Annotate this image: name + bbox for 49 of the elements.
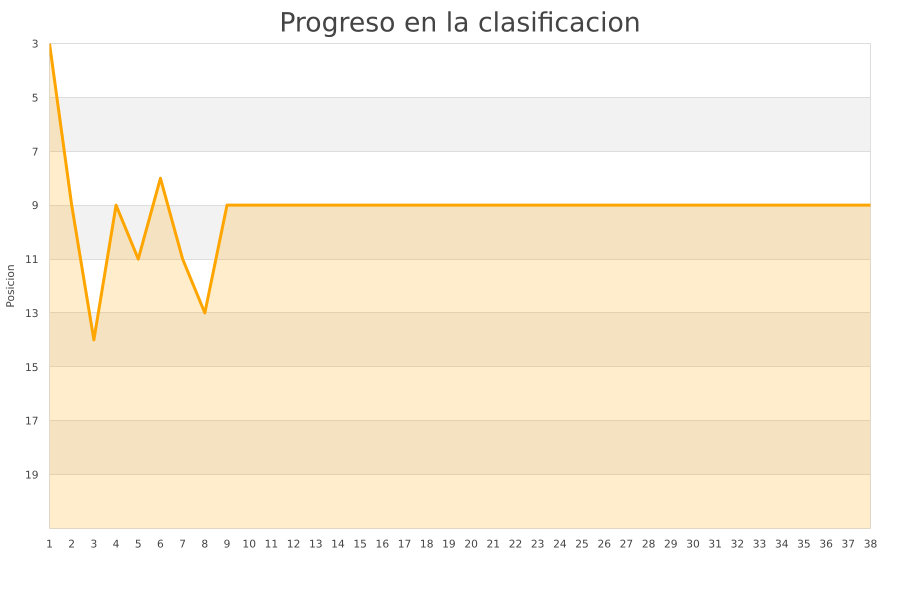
x-tick-label: 8 (201, 538, 208, 550)
x-tick-label: 15 (353, 538, 367, 550)
chart-title: Progreso en la clasificacion (279, 8, 641, 38)
x-tick-label: 11 (264, 538, 278, 550)
x-tick-label: 33 (752, 538, 766, 550)
x-tick-label: 1 (46, 538, 53, 550)
x-tick-label: 6 (157, 538, 164, 550)
x-tick-label: 30 (686, 538, 700, 550)
y-axis-title: Posicion (4, 264, 17, 308)
y-tick-label: 19 (24, 468, 39, 482)
y-tick-label: 13 (24, 306, 39, 320)
x-tick-label: 22 (508, 538, 522, 550)
x-tick-label: 24 (553, 538, 567, 550)
x-tick-label: 31 (708, 538, 722, 550)
x-tick-label: 32 (730, 538, 744, 550)
x-tick-label: 18 (420, 538, 434, 550)
x-tick-label: 12 (286, 538, 300, 550)
y-tick-label: 15 (24, 360, 39, 374)
x-tick-label: 14 (331, 538, 345, 550)
y-tick-label: 5 (32, 91, 38, 104)
x-tick-label: 7 (179, 538, 186, 550)
x-tick-label: 36 (819, 538, 834, 550)
x-tick-label: 26 (597, 538, 612, 550)
x-tick-label: 4 (112, 538, 120, 550)
x-tick-label: 34 (774, 538, 789, 550)
x-tick-label: 35 (797, 538, 811, 550)
x-tick-label: 13 (308, 538, 323, 550)
y-tick-label: 7 (32, 145, 38, 158)
x-tick-label: 2 (68, 538, 76, 550)
x-tick-label: 16 (376, 538, 390, 550)
x-tick-label: 29 (664, 538, 678, 550)
y-tick-label: 3 (32, 38, 38, 50)
x-tick-label: 28 (642, 538, 656, 550)
x-tick-label: 21 (486, 538, 500, 550)
x-tick-label: 3 (90, 538, 98, 550)
x-tick-label: 17 (398, 538, 412, 550)
x-tick-label: 9 (224, 538, 231, 550)
x-tick-label: 38 (864, 538, 878, 550)
x-tick-label: 19 (442, 538, 456, 550)
x-tick-label: 20 (464, 538, 478, 550)
x-tick-label: 25 (575, 538, 589, 550)
x-tick-label: 5 (134, 538, 142, 550)
y-tick-label: 11 (24, 253, 39, 266)
y-tick-label: 17 (24, 414, 39, 428)
y-tick-label: 9 (32, 199, 39, 212)
x-tick-label: 27 (620, 538, 634, 550)
x-tick-label: 23 (530, 538, 544, 550)
x-tick-label: 10 (242, 538, 256, 550)
x-tick-label: 37 (842, 538, 856, 550)
